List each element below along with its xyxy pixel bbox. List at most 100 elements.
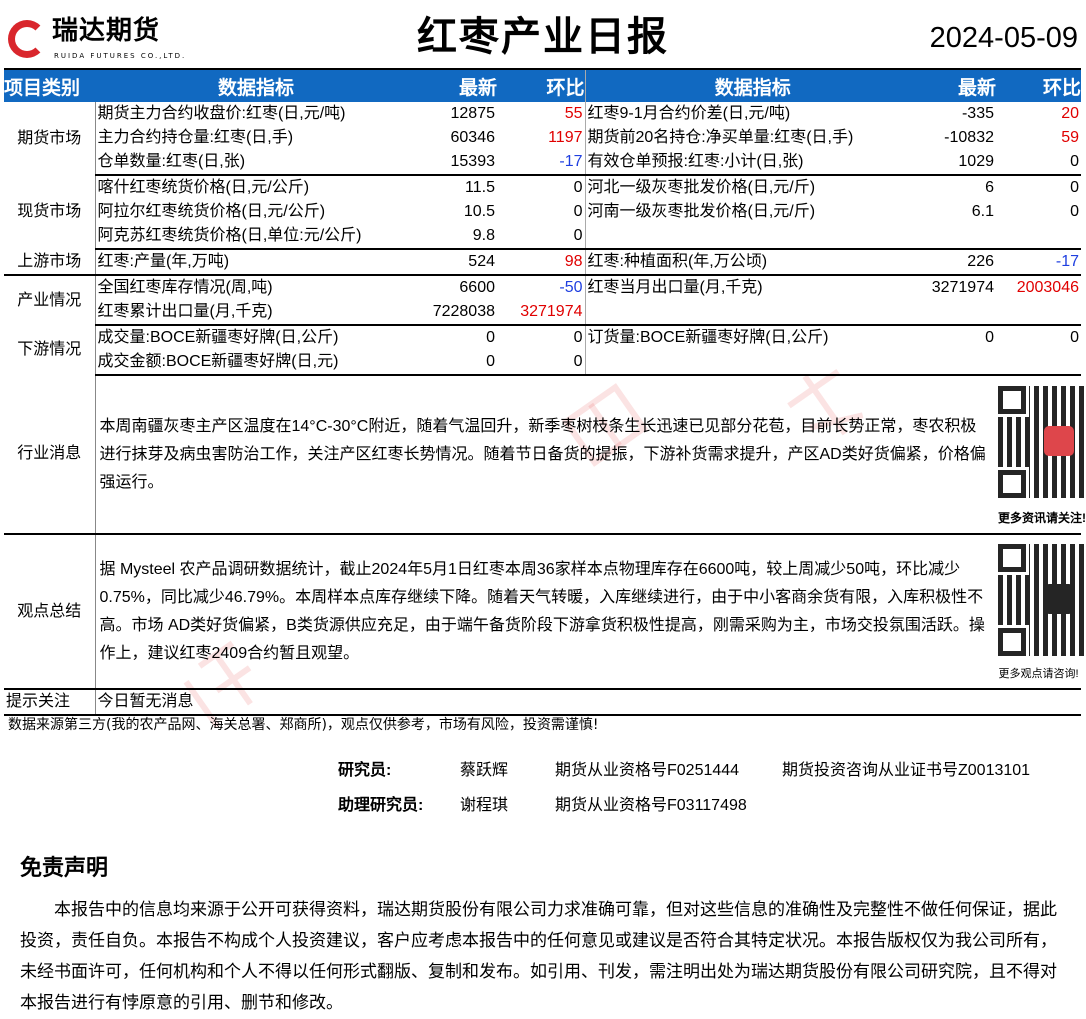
wechat-qr-code-icon xyxy=(995,540,1086,659)
category-cell: 行业消息 xyxy=(4,375,96,535)
summary-row: 观点总结 据 Mysteel 农产品调研数据统计，截止2024年5月1日红枣本周… xyxy=(4,534,1086,690)
change-value: 98 xyxy=(497,249,586,276)
change-value: 0 xyxy=(497,325,586,350)
researcher-role: 研究员: xyxy=(338,762,392,779)
latest-value: 7228038 xyxy=(417,300,497,326)
indicator-cell xyxy=(585,300,920,326)
latest-value: 0 xyxy=(417,350,497,376)
col-header: 环比 xyxy=(996,68,1081,102)
change-value: 2003046 xyxy=(1016,279,1079,296)
qualification-number: 期货从业资格号F03117498 xyxy=(555,797,747,814)
summary-text: 据 Mysteel 农产品调研数据统计，截止2024年5月1日红枣本周36家样本… xyxy=(95,534,996,690)
latest-value: 226 xyxy=(920,249,996,276)
col-header: 数据指标 xyxy=(585,68,920,102)
source-note: 数据来源第三方(我的农产品网、海关总署、郑商所)，观点仅供参考，市场有风险，投资… xyxy=(8,717,599,733)
indicator-cell: 阿克苏红枣统货价格(日,单位:元/公斤) xyxy=(95,224,417,250)
table-row: 成交金额:BOCE新疆枣好牌(日,元) 0 0 xyxy=(4,350,1081,376)
change-value: 0 xyxy=(1070,179,1079,196)
change-value: 0 xyxy=(497,200,586,224)
qr-caption: 更多观点请咨询! xyxy=(998,667,1079,680)
indicator-cell xyxy=(585,224,920,250)
category-cell: 上游市场 xyxy=(4,249,96,276)
indicator-cell: 成交金额:BOCE新疆枣好牌(日,元) xyxy=(95,350,417,376)
researcher-role: 助理研究员: xyxy=(338,797,424,814)
table-row: 阿克苏红枣统货价格(日,单位:元/公斤) 9.8 0 xyxy=(4,224,1081,250)
category-cell: 观点总结 xyxy=(4,534,96,690)
latest-value xyxy=(920,224,996,250)
change-value: 0 xyxy=(497,350,586,376)
latest-value: 12875 xyxy=(450,105,496,122)
indicator-cell: 有效仓单预报:红枣:小计(日,张) xyxy=(585,150,920,176)
change-value xyxy=(996,350,1081,376)
alert-text: 今日暂无消息 xyxy=(95,689,1081,716)
indicator-cell: 河南一级灰枣批发价格(日,元/斤) xyxy=(587,203,816,220)
page-title: 红枣产业日报 xyxy=(417,14,669,60)
qr-code-icon xyxy=(995,382,1086,501)
logo-text: 瑞达期货 xyxy=(52,16,161,46)
news-text: 本周南疆灰枣主产区温度在14°C-30°C附近，随着气温回升，新季枣树枝条生长迅… xyxy=(95,375,996,535)
change-value: 0 xyxy=(996,150,1081,176)
table-row: 期货市场 期货主力合约收盘价:红枣(日,元/吨) 12875 55 红枣9-1月合约价差… xyxy=(4,102,1081,175)
category-cell: 期货市场 xyxy=(4,102,96,175)
change-value: -17 xyxy=(497,150,586,176)
indicator-cell: 期货前20名持仓:净买单量:红枣(日,手) xyxy=(587,129,854,146)
table-row: 仓单数量:红枣(日,张) 15393 -17 有效仓单预报:红枣:小计(日,张) 102… xyxy=(4,150,1081,176)
qr-cell: 更多观点请咨询! xyxy=(995,534,1086,690)
qualification-number: 期货从业资格号F0251444 xyxy=(555,762,740,779)
researcher-name: 蔡跃辉 xyxy=(460,762,509,779)
indicator-cell: 红枣9-1月合约价差(日,元/吨) xyxy=(587,105,791,122)
change-value xyxy=(996,300,1081,326)
researcher-name: 谢程琪 xyxy=(460,797,509,814)
news-row: 行业消息 本周南疆灰枣主产区温度在14°C-30°C附近，随着气温回升，新季枣树… xyxy=(4,375,1086,535)
latest-value xyxy=(920,300,996,326)
latest-value: 0 xyxy=(486,329,495,346)
latest-value: -10832 xyxy=(944,129,994,146)
category-cell: 提示关注 xyxy=(4,689,96,716)
col-header: 项目类别 xyxy=(4,68,95,102)
latest-value: 15393 xyxy=(417,150,497,176)
latest-value: 1029 xyxy=(920,150,996,176)
change-value: 55 xyxy=(497,102,586,126)
latest-value: -335 xyxy=(961,105,994,122)
table-row: 主力合约持仓量:红枣(日,手) 60346 1197 期货前20名持仓:净买单量:红枣… xyxy=(4,126,1081,150)
latest-value: 3271974 xyxy=(931,279,994,296)
latest-value: 6 xyxy=(985,179,994,196)
indicator-cell xyxy=(585,350,920,376)
table-row: 产业情况 全国红枣库存情况(周,吨) 6600 -50 红枣当月出口量(月,千克) 327… xyxy=(4,275,1081,325)
category-cell: 下游情况 xyxy=(4,325,96,375)
change-value: 0 xyxy=(497,175,586,200)
latest-value: 524 xyxy=(417,249,497,276)
qr-caption: 更多资讯请关注! xyxy=(998,510,1086,525)
indicator-cell: 仓单数量:红枣(日,张) xyxy=(95,150,417,176)
indicator-cell: 河北一级灰枣批发价格(日,元/斤) xyxy=(587,179,816,196)
change-value: 0 xyxy=(497,224,586,250)
change-value: 1197 xyxy=(497,126,586,150)
latest-value: 0 xyxy=(985,329,994,346)
change-value: 59 xyxy=(1061,129,1079,146)
table-row: 现货市场 喀什红枣统货价格(日,元/公斤) 11.5 0 河北一级灰枣批发价格(日,元/… xyxy=(4,175,1081,249)
logo-mark-icon xyxy=(8,20,46,58)
company-logo: 瑞达期货 RUIDA FUTURES CO.,LTD. xyxy=(8,16,184,66)
col-header: 数据指标 xyxy=(95,68,417,102)
indicator-cell: 红枣:产量(年,万吨) xyxy=(95,249,417,276)
consulting-cert-number: 期货投资咨询从业证书号Z0013101 xyxy=(782,762,1031,779)
table-row: 红枣累计出口量(月,千克) 7228038 3271974 xyxy=(4,300,1081,326)
change-value xyxy=(996,224,1081,250)
logo-en-text: RUIDA FUTURES CO.,LTD. xyxy=(54,52,187,60)
latest-value: 10.5 xyxy=(463,203,495,220)
qr-cell: 更多资讯请关注! xyxy=(995,375,1086,535)
category-cell: 产业情况 xyxy=(4,275,96,325)
data-table: 项目类别 数据指标 最新 环比 数据指标 最新 环比 期货市场 期货主力合约收盘价… xyxy=(4,68,1086,716)
table-row: 阿拉尔红枣统货价格(日,元/公斤) 10.5 0 河南一级灰枣批发价格(日,元/斤) 6… xyxy=(4,200,1081,224)
indicator-cell: 全国红枣库存情况(周,吨) xyxy=(97,279,273,296)
table-row: 下游情况 成交量:BOCE新疆枣好牌(日,公斤) 0 0 订货量:BOCE新疆枣好牌(日… xyxy=(4,325,1081,375)
table-row: 上游市场 红枣:产量(年,万吨) 524 98 红枣:种植面积(年,万公顷) 226 -17 xyxy=(4,249,1081,276)
category-cell: 现货市场 xyxy=(4,175,96,249)
indicator-cell: 红枣累计出口量(月,千克) xyxy=(95,300,417,326)
col-header: 最新 xyxy=(417,68,497,102)
change-value: 20 xyxy=(1061,105,1079,122)
latest-value: 6.1 xyxy=(971,203,994,220)
indicator-cell: 喀什红枣统货价格(日,元/公斤) xyxy=(97,179,310,196)
latest-value: 60346 xyxy=(450,129,496,146)
latest-value: 9.8 xyxy=(417,224,497,250)
